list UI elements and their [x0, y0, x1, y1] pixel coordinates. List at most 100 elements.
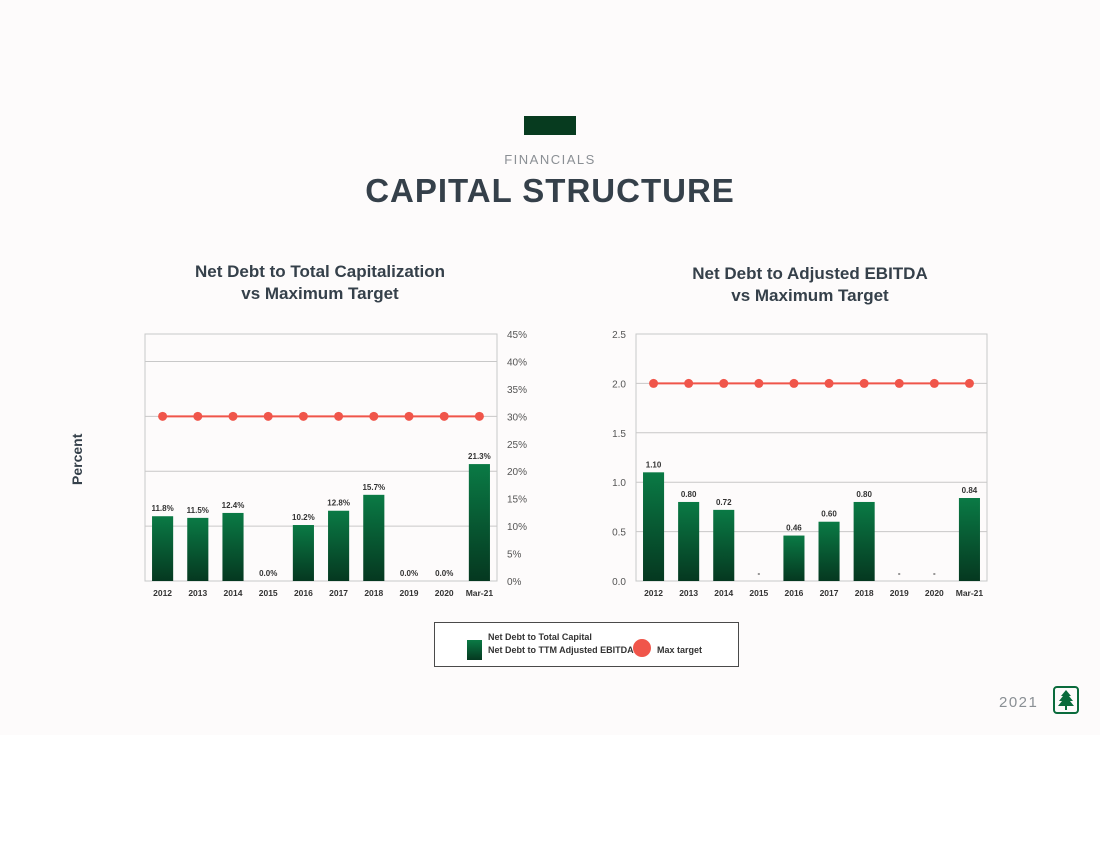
- x-tick-label: 2017: [820, 588, 839, 598]
- x-tick-label: 2013: [188, 588, 207, 598]
- y-tick-label: 30%: [507, 412, 527, 423]
- legend-label-ebitda: Net Debt to TTM Adjusted EBITDA: [488, 645, 634, 655]
- data-label: 12.8%: [327, 499, 350, 508]
- chart-title-left-line-2: vs Maximum Target: [241, 284, 399, 303]
- x-tick-label: 2016: [294, 588, 313, 598]
- x-tick-label: 2014: [224, 588, 243, 598]
- legend-target-dot: [633, 639, 651, 657]
- x-tick-label: 2015: [259, 588, 278, 598]
- target-point: [894, 378, 904, 388]
- x-tick-label: 2013: [679, 588, 698, 598]
- target-point: [929, 378, 939, 388]
- legend-bar-swatch: [467, 640, 482, 660]
- target-point: [404, 411, 414, 421]
- y-tick-label: 1.5: [612, 429, 626, 440]
- x-tick-label: 2020: [435, 588, 454, 598]
- data-label: 0.0%: [435, 569, 453, 578]
- y-tick-label: 1.0: [612, 478, 626, 489]
- x-tick-label: 2020: [925, 588, 944, 598]
- x-tick-label: 2014: [714, 588, 733, 598]
- chart-title-right-line-2: vs Maximum Target: [731, 286, 889, 305]
- y-tick-label: 2.0: [612, 379, 626, 390]
- legend-label-max-target: Max target: [657, 645, 703, 655]
- bar: [328, 510, 350, 581]
- data-label: 10.2%: [292, 513, 315, 522]
- target-point: [754, 378, 764, 388]
- bar: [853, 501, 875, 581]
- data-label: 0.60: [821, 510, 837, 519]
- target-point: [369, 411, 379, 421]
- bar: [187, 517, 209, 581]
- bar: [468, 464, 490, 581]
- bar: [783, 535, 805, 581]
- legend-label-total-capital: Net Debt to Total Capital: [488, 632, 592, 642]
- target-point: [474, 411, 484, 421]
- data-label: 0.0%: [259, 569, 277, 578]
- chart-title-right-line-1: Net Debt to Adjusted EBITDA: [692, 264, 928, 283]
- x-tick-label: 2017: [329, 588, 348, 598]
- chart-0: 0% 5% 10% 15% 20% 25% 30% 35% 40% 45% 11.8% 2012 11.…: [144, 330, 527, 598]
- data-label: 1.10: [646, 460, 662, 469]
- target-point: [824, 378, 834, 388]
- data-label: 12.4%: [222, 501, 245, 510]
- data-label: -: [898, 569, 901, 578]
- y-tick-label: 35%: [507, 385, 527, 396]
- bar: [678, 501, 700, 581]
- target-point: [158, 411, 168, 421]
- chart-legend: Net Debt to Total Capital Net Debt to TT…: [434, 622, 739, 667]
- x-tick-label: 2016: [784, 588, 803, 598]
- data-label: 0.80: [856, 490, 872, 499]
- bar: [222, 512, 244, 581]
- bar: [643, 472, 665, 581]
- tree-logo-icon: [1053, 686, 1079, 714]
- x-tick-label: 2018: [855, 588, 874, 598]
- x-tick-label: Mar-21: [956, 588, 984, 598]
- plot-frame: [144, 333, 498, 582]
- target-point: [439, 411, 449, 421]
- bar: [958, 498, 980, 581]
- data-label: 21.3%: [468, 452, 491, 461]
- y-tick-label: 2.5: [612, 330, 626, 341]
- target-point: [228, 411, 238, 421]
- x-tick-label: 2012: [644, 588, 663, 598]
- target-point: [193, 411, 203, 421]
- y-tick-label: 40%: [507, 357, 527, 368]
- y-tick-label: 0.5: [612, 528, 626, 539]
- target-point: [263, 411, 273, 421]
- data-label: 11.8%: [151, 504, 173, 513]
- y-tick-label: 10%: [507, 522, 527, 533]
- target-point: [789, 378, 799, 388]
- y-tick-label: 15%: [507, 495, 527, 506]
- chart-title-right: Net Debt to Adjusted EBITDA vs Maximum T…: [635, 263, 985, 307]
- x-tick-label: 2018: [364, 588, 383, 598]
- y-tick-label: 25%: [507, 440, 527, 451]
- data-label: 15.7%: [362, 483, 385, 492]
- slide-background: FINANCIALS CAPITAL STRUCTURE Net Debt to…: [69, 116, 1079, 714]
- page-title: CAPITAL STRUCTURE: [365, 172, 735, 209]
- chart-1: 0.0 0.5 1.0 1.5 2.0 2.5 1.10 2012 0.80 2013 0.72 20…: [612, 330, 988, 598]
- chart-title-left-line-1: Net Debt to Total Capitalization: [195, 262, 445, 281]
- bar: [818, 521, 840, 581]
- charts-canvas: 0% 5% 10% 15% 20% 25% 30% 35% 40% 45% 11.8% 2012 11.…: [144, 330, 988, 598]
- x-tick-label: 2015: [749, 588, 768, 598]
- data-label: 0.46: [786, 524, 802, 533]
- footer-year: 2021: [999, 694, 1039, 711]
- target-point: [719, 378, 729, 388]
- data-label: 11.5%: [187, 506, 209, 515]
- target-point: [649, 378, 659, 388]
- bar: [152, 516, 174, 581]
- data-label: 0.72: [716, 498, 732, 507]
- bar: [292, 525, 314, 581]
- data-label: 0.80: [681, 490, 697, 499]
- x-tick-label: Mar-21: [466, 588, 494, 598]
- data-label: -: [758, 569, 761, 578]
- bar: [713, 509, 735, 581]
- data-label: -: [933, 569, 936, 578]
- target-point: [859, 378, 869, 388]
- data-label: 0.0%: [400, 569, 418, 578]
- y-tick-label: 0%: [507, 577, 522, 588]
- data-label: 0.84: [962, 486, 978, 495]
- plot-frame: [635, 333, 988, 582]
- x-tick-label: 2019: [890, 588, 909, 598]
- section-kicker: FINANCIALS: [504, 152, 596, 167]
